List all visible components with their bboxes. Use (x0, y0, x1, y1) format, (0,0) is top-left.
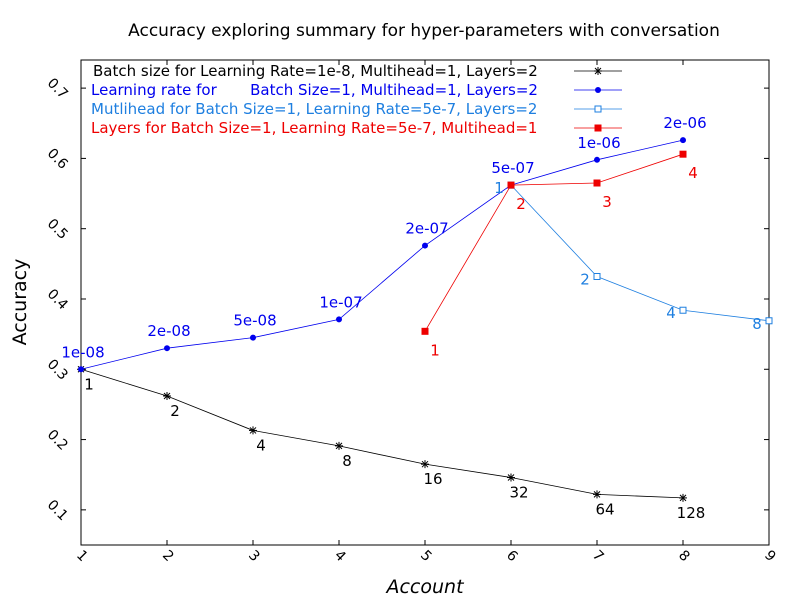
legend: Batch size for Learning Rate=1e-8, Multi… (91, 62, 622, 137)
series-line-1 (80, 139, 684, 370)
star-marker (594, 67, 602, 75)
legend-label: Batch size for Learning Rate=1e-8, Multi… (93, 62, 538, 80)
y-tick-label: 0.1 (44, 497, 71, 524)
chart-title: Accuracy exploring summary for hyper-par… (128, 21, 720, 41)
x-tick-label: 6 (503, 547, 521, 565)
circle-marker (78, 366, 84, 373)
y-tick-label: 0.4 (44, 286, 71, 313)
square-marker (594, 105, 602, 113)
x-tick-label: 2 (159, 547, 177, 565)
series-lines (80, 139, 770, 499)
x-tick-label: 7 (589, 547, 607, 565)
point-label: 2e-06 (663, 114, 706, 132)
x-tick-label: 1 (73, 547, 91, 565)
y-tick-label: 0.2 (44, 427, 71, 454)
star-marker (163, 391, 171, 400)
star-marker (507, 473, 515, 482)
y-axis-label: Accuracy (9, 259, 31, 346)
legend-label: Layers for Batch Size=1, Learning Rate=5… (91, 119, 537, 137)
point-label: 2e-08 (147, 322, 190, 340)
point-label: 16 (423, 470, 442, 488)
series-line-3 (424, 153, 684, 332)
point-label: 2 (516, 195, 526, 213)
point-label: 8 (752, 315, 762, 333)
star-marker (335, 441, 343, 450)
legend-label: Mutlihead for Batch Size=1, Learning Rat… (91, 100, 537, 118)
square-marker (421, 327, 429, 335)
star-marker (249, 426, 257, 435)
x-tick-label: 3 (245, 547, 263, 565)
x-tick-label: 8 (675, 547, 693, 565)
square-marker (507, 181, 515, 189)
star-marker (593, 490, 601, 499)
point-label: 5e-07 (491, 159, 534, 177)
point-label: 4 (256, 436, 266, 454)
point-label: 1 (84, 375, 94, 393)
series-line-2 (510, 184, 770, 322)
star-marker (679, 493, 687, 502)
square-marker (765, 317, 773, 325)
y-tick-label: 0.7 (44, 75, 71, 102)
point-label: 1 (430, 341, 440, 359)
circle-marker (422, 242, 428, 249)
square-marker (593, 272, 601, 280)
x-tick-label: 5 (417, 547, 435, 565)
circle-marker (250, 334, 256, 341)
x-tick-label: 9 (761, 547, 779, 565)
y-tick-label: 0.6 (44, 146, 71, 173)
star-marker (421, 460, 429, 469)
point-label: 1e-07 (319, 293, 362, 311)
point-label: 5e-08 (233, 312, 276, 330)
point-label: 1 (494, 179, 504, 197)
circle-marker (680, 137, 686, 144)
point-label: 64 (595, 500, 614, 518)
point-label: 2e-07 (405, 220, 448, 238)
series-markers (77, 137, 773, 502)
point-label: 32 (509, 484, 528, 502)
point-label: 3 (602, 193, 612, 211)
square-marker (679, 306, 687, 314)
y-tick-label: 0.5 (44, 216, 71, 243)
point-label: 128 (677, 504, 706, 522)
square-marker (593, 179, 601, 187)
square-marker (679, 150, 687, 158)
point-label: 2 (580, 270, 590, 288)
square-marker (594, 124, 602, 132)
circle-marker (594, 156, 600, 163)
point-label: 1e-08 (61, 343, 104, 361)
circle-marker (595, 87, 601, 93)
point-label: 2 (170, 402, 180, 420)
x-tick-label: 4 (331, 547, 349, 565)
series-line-0 (80, 368, 684, 499)
legend-label: Learning rate for Batch Size=1, Multihea… (91, 81, 538, 99)
point-label: 1e-06 (577, 134, 620, 152)
x-axis-label: Account (384, 576, 465, 598)
point-label: 8 (342, 452, 352, 470)
point-label: 4 (666, 304, 676, 322)
circle-marker (164, 345, 170, 352)
circle-marker (336, 316, 342, 323)
point-label: 4 (688, 164, 698, 182)
